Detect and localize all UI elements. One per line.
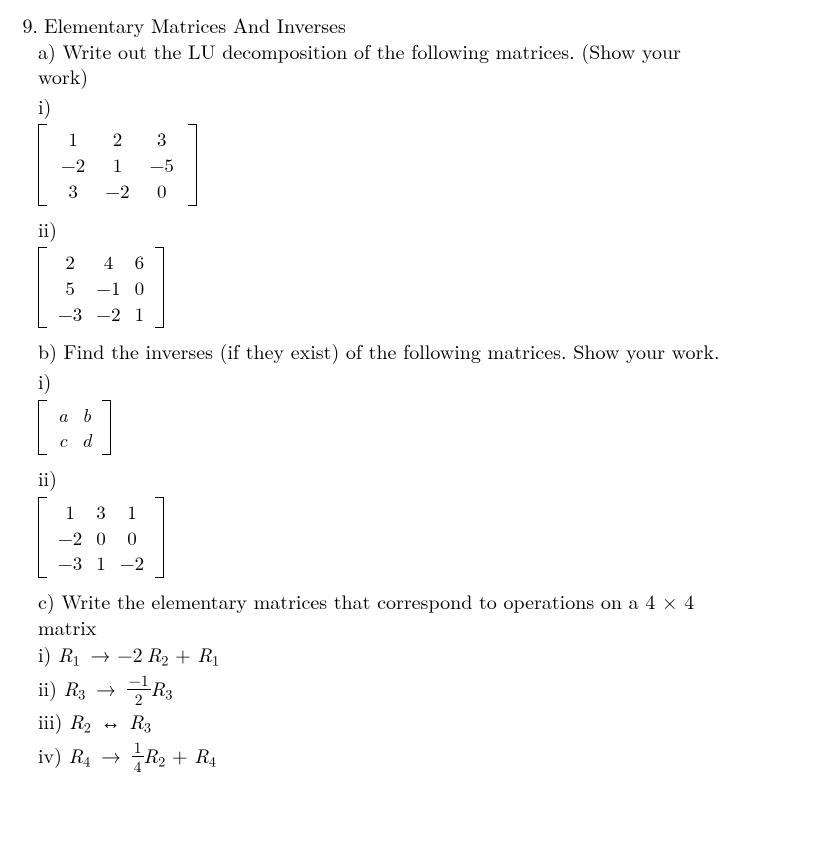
fraction-denominator: 4 — [132, 757, 144, 774]
op-var: R — [58, 639, 73, 668]
matrix-cell: 4 — [89, 249, 127, 275]
matrix-b-ii: 131 −200 −31−2 — [38, 497, 164, 578]
part-a-ii-label: ii) — [38, 216, 800, 242]
matrix-cell: 0 — [89, 525, 113, 551]
matrix-cell: 1 — [51, 126, 95, 152]
op-subscript: 1 — [73, 651, 80, 671]
question-number: 9. — [8, 12, 44, 38]
op-subscript: 1 — [212, 651, 219, 671]
matrix-cell: 1 — [95, 152, 139, 178]
op-var: R — [151, 673, 166, 702]
matrix-cell: 5 — [51, 275, 89, 301]
matrix-cell: 3 — [51, 178, 95, 204]
op-subscript: 3 — [144, 718, 151, 738]
matrix-cell: a — [51, 402, 75, 428]
question-title: Elementary Matrices And Inverses — [44, 12, 800, 38]
op-label: i) — [38, 639, 58, 668]
arrow-icon: → −2 — [80, 639, 147, 668]
matrix-cell: −2 — [95, 178, 139, 204]
matrix-cell: −2 — [89, 301, 127, 327]
matrix-cell: 1 — [89, 550, 113, 576]
matrix-cell: −3 — [51, 301, 89, 327]
op-label: ii) — [38, 673, 64, 702]
matrix-cell: −2 — [113, 550, 151, 576]
matrix-cell: 3 — [140, 126, 184, 152]
op-var: R — [144, 740, 159, 769]
row-op-iii: iii) R2 ↔ R3 — [38, 708, 800, 737]
op-var: R — [194, 740, 209, 769]
part-b-i-label: i) — [38, 368, 800, 394]
op-subscript: 2 — [84, 718, 91, 738]
part-b-text: b) Find the inverses (if they exist) of … — [38, 338, 800, 364]
matrix-cell: c — [51, 427, 75, 453]
row-op-ii: ii) R3 → −12R3 — [38, 672, 800, 706]
part-a-text-line2: work) — [38, 63, 800, 89]
matrix-cell: 0 — [113, 525, 151, 551]
op-text: + — [168, 639, 197, 668]
op-var: R — [197, 639, 212, 668]
matrix-cell: −2 — [51, 152, 95, 178]
part-b-ii-label: ii) — [38, 465, 800, 491]
op-var: R — [69, 706, 84, 735]
matrix-cell: −5 — [140, 152, 184, 178]
matrix-cell: 3 — [89, 499, 113, 525]
op-var: R — [147, 639, 162, 668]
op-var: R — [64, 673, 79, 702]
op-text: + — [165, 740, 194, 769]
op-subscript: 3 — [165, 685, 172, 705]
matrix-cell: −3 — [51, 550, 89, 576]
arrow-icon: → — [90, 740, 131, 769]
op-label: iii) — [38, 706, 69, 735]
arrow-icon: → — [85, 673, 126, 702]
matrix-cell: 6 — [128, 249, 152, 275]
op-var: R — [69, 740, 84, 769]
matrix-cell: −1 — [89, 275, 127, 301]
fraction: −12 — [127, 672, 151, 706]
row-op-i: i) R1 → −2R2 + R1 — [38, 641, 800, 670]
matrix-cell: 0 — [128, 275, 152, 301]
row-op-iv: iv) R4 → 14R2 + R4 — [38, 739, 800, 773]
matrix-a-ii: 246 5−10 −3−21 — [38, 247, 164, 328]
op-subscript: 4 — [209, 752, 216, 772]
part-a-text-line1: a) Write out the LU decomposition of the… — [38, 38, 800, 64]
op-var: R — [129, 706, 144, 735]
part-a-i-label: i) — [38, 93, 800, 119]
matrix-cell: d — [75, 427, 99, 453]
matrix-cell: 2 — [95, 126, 139, 152]
matrix-cell: 1 — [113, 499, 151, 525]
matrix-cell: b — [75, 402, 99, 428]
matrix-cell: 1 — [51, 499, 89, 525]
part-c-text-line1: c) Write the elementary matrices that co… — [38, 588, 800, 614]
matrix-cell: 2 — [51, 249, 89, 275]
part-c-text-line2: matrix — [38, 614, 800, 640]
op-label: iv) — [38, 740, 69, 769]
swap-arrow-icon: ↔ — [91, 706, 129, 735]
fraction: 14 — [132, 739, 144, 773]
fraction-denominator: 2 — [127, 690, 151, 707]
matrix-a-i: 123 −21−5 3−20 — [38, 124, 197, 205]
matrix-cell: −2 — [51, 525, 89, 551]
matrix-cell: 1 — [128, 301, 152, 327]
matrix-b-i: ab cd — [38, 400, 111, 456]
matrix-cell: 0 — [140, 178, 184, 204]
